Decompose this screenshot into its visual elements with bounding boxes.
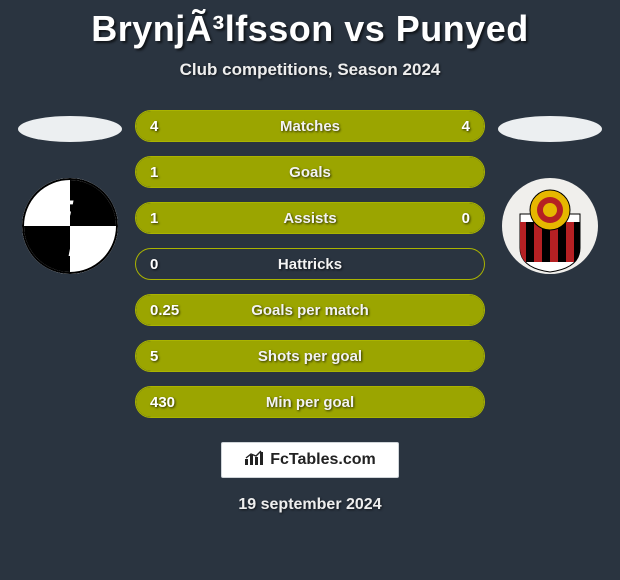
right-player-ellipse <box>498 116 602 142</box>
stat-bar: 4 Matches 4 <box>135 110 485 142</box>
stat-value-left: 4 <box>150 118 158 135</box>
right-team-badge <box>502 178 598 274</box>
page-title: BrynjÃ³lfsson vs Punyed <box>0 8 620 50</box>
stat-label: Shots per goal <box>258 348 362 365</box>
stat-bar: 1 Assists 0 <box>135 202 485 234</box>
stat-bar: 1 Goals <box>135 156 485 188</box>
stat-value-right: 4 <box>462 118 470 135</box>
stat-value-left: 1 <box>150 164 158 181</box>
stat-value-left: 430 <box>150 394 175 411</box>
stat-value-left: 1 <box>150 210 158 227</box>
stat-value-left: 0.25 <box>150 302 179 319</box>
stat-bar: 5 Shots per goal <box>135 340 485 372</box>
stat-label: Goals <box>289 164 331 181</box>
stat-bar: 430 Min per goal <box>135 386 485 418</box>
stat-value-left: 0 <box>150 256 158 273</box>
footer-date: 19 september 2024 <box>0 496 620 514</box>
left-team-badge: F H <box>22 178 118 274</box>
stat-label: Hattricks <box>278 256 342 273</box>
footer-logo: FcTables.com <box>221 442 399 478</box>
left-player-ellipse <box>18 116 122 142</box>
right-player-column <box>490 110 610 274</box>
stat-label: Assists <box>283 210 336 227</box>
svg-text:H: H <box>68 226 94 264</box>
stat-value-left: 5 <box>150 348 158 365</box>
stat-label: Goals per match <box>251 302 369 319</box>
stats-column: 4 Matches 4 1 Goals 1 Assists 0 0 Hattricks 0.25 Go… <box>130 110 490 418</box>
stat-label: Min per goal <box>266 394 354 411</box>
stat-value-right: 0 <box>462 210 470 227</box>
stat-label: Matches <box>280 118 340 135</box>
left-player-column: F H <box>10 110 130 274</box>
stat-bar: 0 Hattricks <box>135 248 485 280</box>
page-subtitle: Club competitions, Season 2024 <box>0 60 620 80</box>
main-comparison-row: F H 4 Matches 4 1 Goals 1 Assists 0 0 Hattricks 0.… <box>0 110 620 418</box>
footer-logo-text: FcTables.com <box>270 451 376 469</box>
stat-bar: 0.25 Goals per match <box>135 294 485 326</box>
chart-icon <box>244 450 264 471</box>
